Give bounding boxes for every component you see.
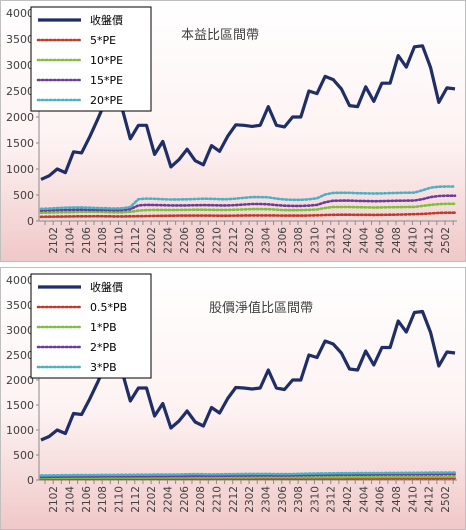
x-tick-label: 2306: [277, 227, 289, 254]
x-tick-label: 2106: [81, 486, 93, 513]
x-tick-label: 2206: [179, 227, 191, 254]
y-tick-label: 1000: [6, 424, 34, 437]
y-tick-label: 4000: [6, 274, 34, 287]
series-line-2: [39, 202, 457, 214]
y-tick-label: 2000: [6, 111, 34, 124]
x-tick-label: 2204: [162, 486, 174, 513]
x-tick-label: 2404: [358, 227, 370, 254]
legend-label: 2*PB: [90, 341, 117, 354]
y-tick-label: 1500: [6, 137, 34, 150]
y-tick-label: 500: [13, 189, 34, 202]
pb-band-chart: 0 500 1000 1500 2000 2500 3000 3500 4000 2102 2104…: [1, 268, 465, 529]
y-tick-label: 3500: [6, 299, 34, 312]
series-line-3: [39, 194, 457, 212]
legend-label: 15*PE: [90, 74, 123, 87]
x-tick-label: 2310: [309, 486, 321, 513]
x-tick-label: 2110: [113, 227, 125, 254]
series-line-1: [39, 211, 457, 219]
x-tick-label: 2208: [195, 227, 207, 254]
pe-band-chart-panel: 0 500 1000 1500 2000 2500 3000 3500 4000 2102 2104…: [0, 0, 466, 262]
x-tick-label: 2404: [358, 486, 370, 513]
x-tick-label: 2202: [146, 486, 158, 513]
x-tick-label: 2302: [244, 227, 256, 254]
chart-title: 本益比區間帶: [181, 28, 259, 43]
chart-title: 股價淨值比區間帶: [209, 300, 313, 316]
x-tick-label: 2410: [407, 486, 419, 513]
x-tick-label: 2502: [440, 227, 452, 254]
y-tick-label: 500: [13, 449, 34, 462]
x-tick-label: 2406: [375, 227, 387, 254]
y-tick-label: 2500: [6, 349, 34, 362]
x-tick-label: 2308: [293, 227, 305, 254]
x-tick-label: 2210: [211, 227, 223, 254]
x-tick-label: 2112: [130, 486, 142, 513]
x-tick-label: 2408: [391, 486, 403, 513]
legend: 收盤價 0.5*PB 1*PB 2*PB 3*PB: [30, 273, 152, 379]
legend-label: 0.5*PB: [90, 301, 127, 314]
x-tick-label: 2308: [293, 486, 305, 513]
series-line-2: [39, 475, 457, 480]
legend-label: 收盤價: [90, 13, 123, 27]
legend-label: 3*PB: [90, 361, 117, 374]
legend-label: 收盤價: [90, 280, 123, 294]
x-tick-label: 2208: [195, 486, 207, 513]
x-tick-label: 2304: [260, 227, 272, 254]
x-tick-label: 2302: [244, 486, 256, 513]
series-line-4: [39, 471, 457, 477]
x-tick-label: 2104: [64, 486, 76, 513]
y-tick-label: 3500: [6, 33, 34, 46]
y-tick-label: 3000: [6, 324, 34, 337]
x-tick-label: 2212: [228, 227, 240, 254]
x-tick-label: 2106: [81, 227, 93, 254]
y-tick-label: 3000: [6, 59, 34, 72]
x-tick-label: 2210: [211, 486, 223, 513]
x-tick-label: 2412: [424, 227, 436, 254]
y-tick-label: 0: [27, 215, 34, 228]
x-tick-label: 2102: [48, 227, 60, 254]
y-tick-label: 2500: [6, 85, 34, 98]
pb-band-chart-panel: 0 500 1000 1500 2000 2500 3000 3500 4000 2102 2104…: [0, 267, 466, 530]
x-tick-label: 2202: [146, 227, 158, 254]
x-tick-label: 2212: [228, 486, 240, 513]
series-line-3: [39, 472, 457, 479]
x-tick-label: 2402: [342, 486, 354, 513]
x-tick-label: 2406: [375, 486, 387, 513]
x-tick-label: 2402: [342, 227, 354, 254]
x-tick-label: 2312: [326, 486, 338, 513]
x-tick-label: 2306: [277, 486, 289, 513]
legend-label: 20*PE: [90, 94, 123, 107]
x-tick-label: 2108: [97, 227, 109, 254]
x-tick-label: 2408: [391, 227, 403, 254]
x-tick-label: 2108: [97, 486, 109, 513]
x-tick-label: 2204: [162, 227, 174, 254]
x-tick-label: 2310: [309, 227, 321, 254]
x-tick-label: 2206: [179, 486, 191, 513]
y-tick-label: 2000: [6, 374, 34, 387]
x-tick-label: 2110: [113, 486, 125, 513]
legend: 收盤價 5*PE 10*PE 15*PE 20*PE: [30, 6, 152, 112]
y-tick-label: 4000: [6, 7, 34, 20]
pe-band-chart: 0 500 1000 1500 2000 2500 3000 3500 4000 2102 2104…: [1, 1, 465, 261]
x-tick-label: 2412: [424, 486, 436, 513]
y-tick-label: 1000: [6, 163, 34, 176]
x-tick-label: 2312: [326, 227, 338, 254]
x-tick-label: 2104: [64, 227, 76, 254]
x-tick-label: 2102: [48, 486, 60, 513]
x-tick-label: 2502: [440, 486, 452, 513]
y-tick-label: 1500: [6, 399, 34, 412]
y-tick-label: 0: [27, 474, 34, 487]
x-tick-label: 2410: [407, 227, 419, 254]
legend-label: 1*PB: [90, 321, 117, 334]
series-line-4: [39, 185, 457, 211]
legend-label: 5*PE: [90, 34, 116, 47]
legend-label: 10*PE: [90, 54, 123, 67]
x-tick-label: 2304: [260, 486, 272, 513]
x-tick-label: 2112: [130, 227, 142, 254]
